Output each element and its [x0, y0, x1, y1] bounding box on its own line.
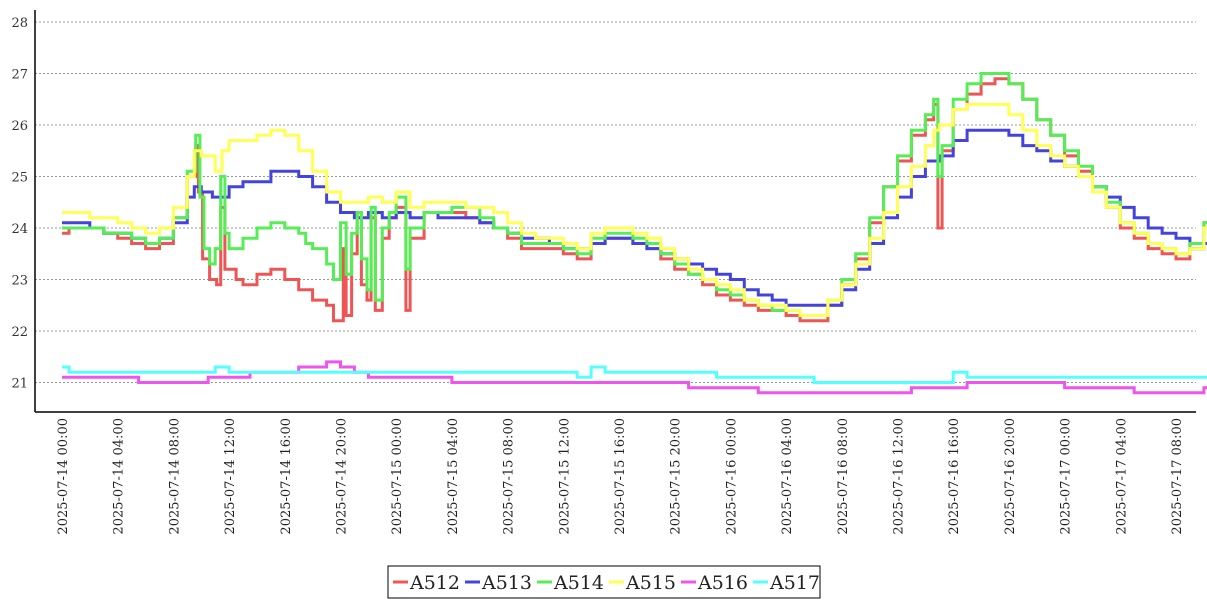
- series-line-a514: [62, 72, 1207, 317]
- legend-label: A512: [409, 572, 460, 594]
- x-tick-label: 2025-07-15 08:00: [502, 418, 517, 535]
- x-tick-label: 2025-07-16 20:00: [1003, 418, 1018, 535]
- x-axis-ticks: 2025-07-14 00:00 2025-07-14 04:00 2025-07-…: [56, 418, 1185, 535]
- legend-label: A517: [769, 572, 820, 594]
- x-tick-label: 2025-07-14 00:00: [56, 418, 71, 535]
- x-tick-label: 2025-07-15 12:00: [557, 418, 572, 535]
- y-tick-label: 22: [11, 325, 28, 340]
- series-line-a516: [62, 360, 1207, 395]
- x-tick-label: 2025-07-16 16:00: [947, 418, 962, 535]
- x-tick-label: 2025-07-14 12:00: [223, 418, 238, 535]
- y-tick-label: 23: [11, 274, 28, 289]
- series-line-a512: [62, 77, 1207, 323]
- x-tick-label: 2025-07-14 20:00: [335, 418, 350, 535]
- grid-lines: [35, 21, 1196, 383]
- x-tick-label: 2025-07-16 04:00: [780, 418, 795, 535]
- x-tick-label: 2025-07-15 00:00: [390, 418, 405, 535]
- x-tick-label: 2025-07-15 04:00: [446, 418, 461, 535]
- x-tick-label: 2025-07-14 08:00: [167, 418, 182, 535]
- x-tick-label: 2025-07-16 00:00: [724, 418, 739, 535]
- x-tick-label: 2025-07-17 08:00: [1170, 418, 1185, 535]
- series-lines: [62, 72, 1207, 395]
- series-line-a513: [62, 128, 1207, 307]
- y-tick-label: 28: [11, 16, 28, 31]
- x-tick-label: 2025-07-17 00:00: [1059, 418, 1074, 535]
- legend: A512 A513 A514 A515 A516 A517: [387, 565, 821, 599]
- series-line-a515: [62, 102, 1207, 317]
- y-tick-label: 27: [11, 68, 28, 83]
- x-tick-label: 2025-07-14 04:00: [112, 418, 127, 535]
- x-tick-label: 2025-07-16 12:00: [892, 418, 907, 535]
- y-tick-label: 25: [11, 171, 28, 186]
- y-tick-label: 21: [11, 377, 28, 392]
- legend-label: A516: [697, 572, 748, 594]
- x-tick-label: 2025-07-15 16:00: [613, 418, 628, 535]
- legend-box: [387, 565, 821, 599]
- x-tick-label: 2025-07-15 20:00: [669, 418, 684, 535]
- y-axis-ticks: 21 22 23 24 25 26 27 28: [11, 16, 28, 392]
- series-line-a517: [62, 365, 1207, 384]
- y-tick-label: 26: [11, 119, 28, 134]
- legend-label: A513: [481, 572, 532, 594]
- legend-label: A514: [553, 572, 604, 594]
- legend-label: A515: [625, 572, 676, 594]
- x-tick-label: 2025-07-16 08:00: [836, 418, 851, 535]
- x-tick-label: 2025-07-17 04:00: [1114, 418, 1129, 535]
- x-tick-label: 2025-07-14 16:00: [279, 418, 294, 535]
- y-tick-label: 24: [11, 222, 28, 237]
